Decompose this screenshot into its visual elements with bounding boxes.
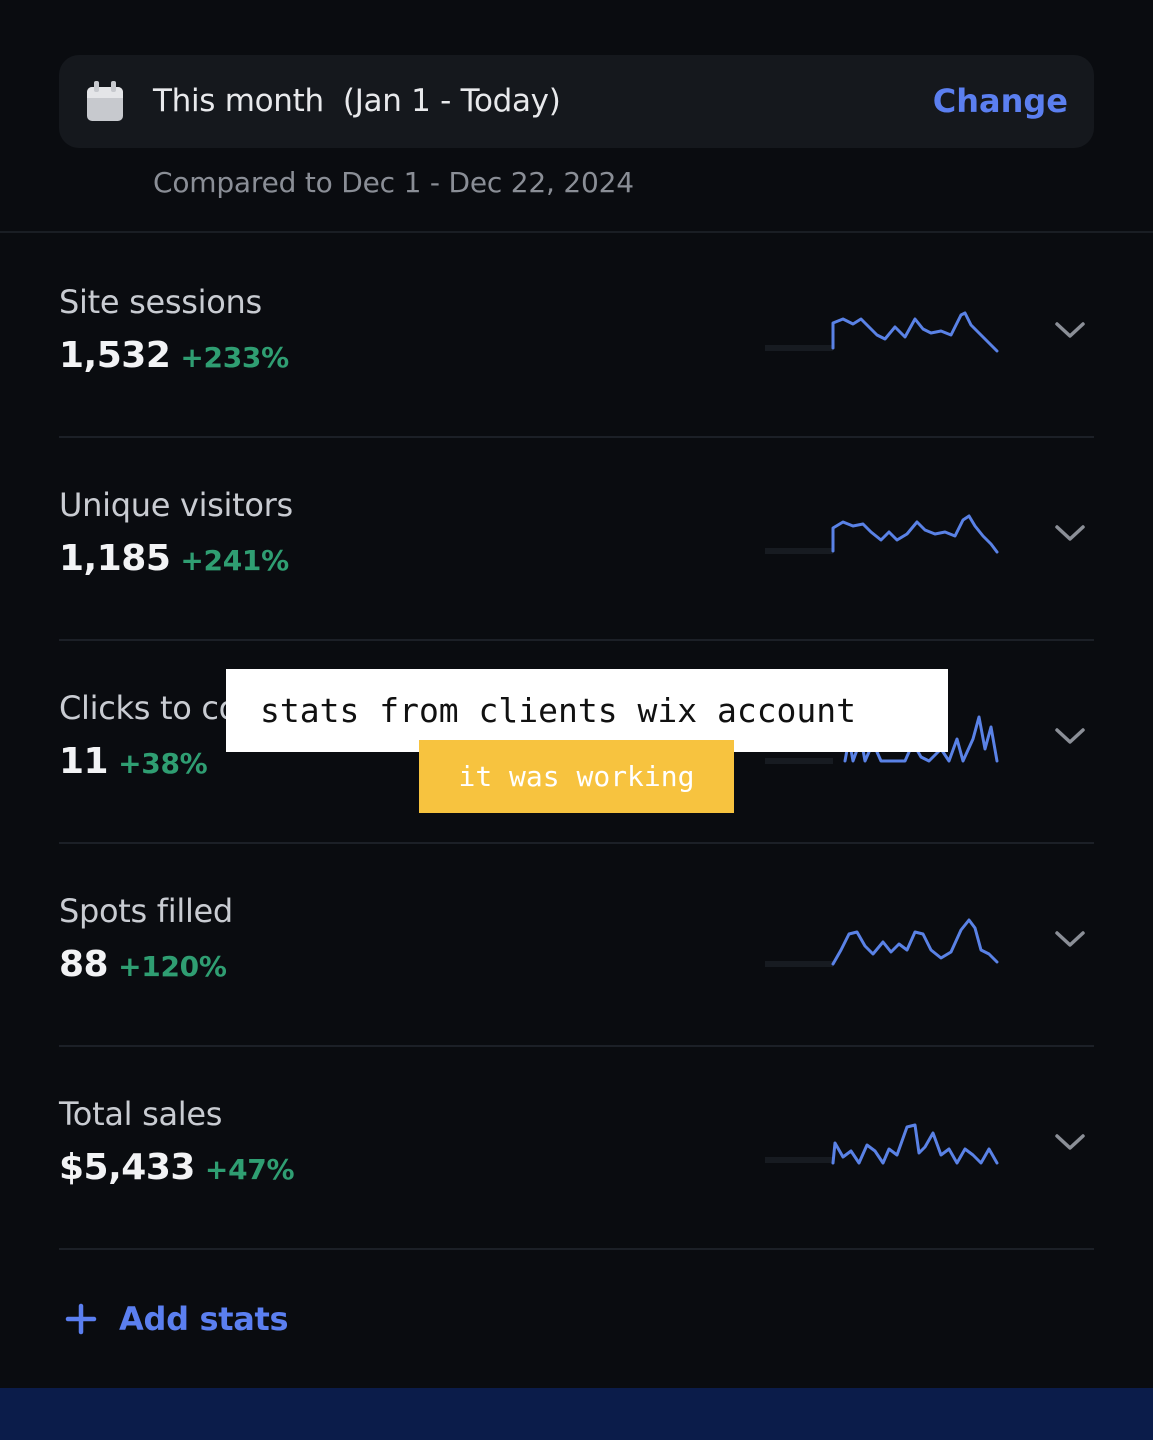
subcaption-overlay: it was working [419,740,734,813]
stat-change: +47% [204,1153,295,1186]
stat-value-line: 1,185 +241% [59,538,289,579]
stat-value-line: 11 +38% [59,741,208,782]
calendar-icon [87,81,123,121]
stat-label: Site sessions [59,283,262,321]
stat-value: $5,433 [59,1147,195,1188]
stat-label: Spots filled [59,892,233,930]
add-stats-label: Add stats [119,1300,289,1338]
stat-value: 1,532 [59,335,171,376]
stat-label: Unique visitors [59,486,293,524]
stat-row-total-sales[interactable]: Total sales $5,433 +47% [59,1045,1094,1250]
stat-value-line: 1,532 +233% [59,335,289,376]
stat-change: +233% [180,341,289,374]
sparkline-chart [765,514,999,554]
stat-row-site-sessions[interactable]: Site sessions 1,532 +233% [59,233,1094,438]
sparkline-chart [765,311,999,353]
caption-overlay: stats from clients wix account [226,669,948,752]
header-divider [0,231,1153,233]
chevron-down-icon[interactable] [1053,522,1087,544]
change-date-button[interactable]: Change [932,82,1068,120]
plus-icon [65,1303,97,1335]
stat-value: 1,185 [59,538,171,579]
comparison-range: Compared to Dec 1 - Dec 22, 2024 [153,166,634,199]
stat-value: 11 [59,741,109,782]
stat-value: 88 [59,944,109,985]
stat-change: +38% [118,747,208,780]
date-range-label: This month (Jan 1 - Today) [153,83,561,119]
chevron-down-icon[interactable] [1053,725,1087,747]
stat-row-spots-filled[interactable]: Spots filled 88 +120% [59,842,1094,1047]
chevron-down-icon[interactable] [1053,928,1087,950]
stat-label: Total sales [59,1095,223,1133]
date-range-card: This month (Jan 1 - Today) Change [59,55,1094,148]
chevron-down-icon[interactable] [1053,1131,1087,1153]
stat-row-unique-visitors[interactable]: Unique visitors 1,185 +241% [59,436,1094,641]
stat-change: +241% [180,544,289,577]
add-stats-button[interactable]: Add stats [65,1296,289,1342]
sparkline-chart [765,918,999,967]
sparkline-chart [765,1123,999,1165]
chevron-down-icon[interactable] [1053,319,1087,341]
stat-value-line: $5,433 +47% [59,1147,295,1188]
stat-change: +120% [118,950,227,983]
stat-value-line: 88 +120% [59,944,227,985]
bottom-bar [0,1388,1153,1440]
